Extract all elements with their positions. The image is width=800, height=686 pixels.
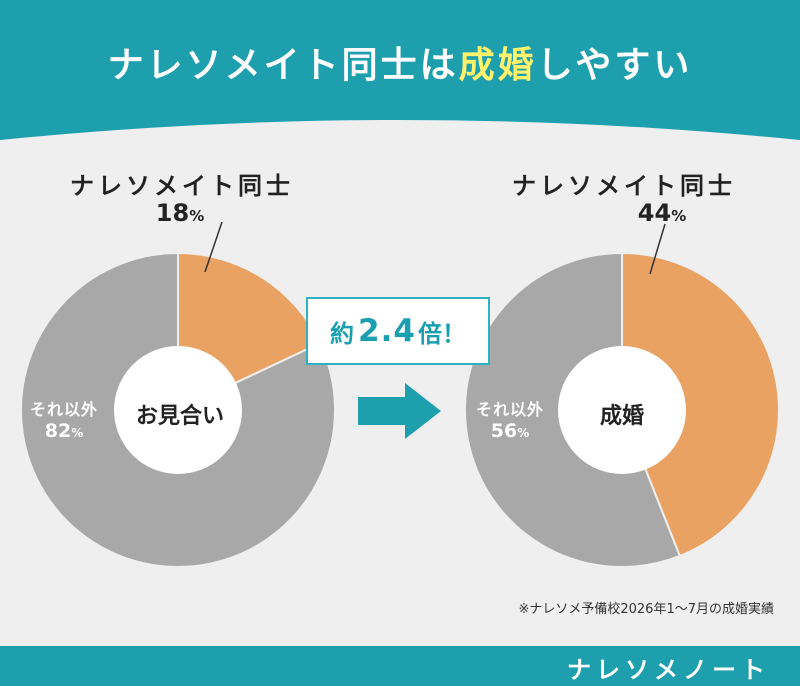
left-other-value: 82% (14, 420, 114, 442)
left-highlight-label: ナレソメイト同士 (70, 172, 294, 200)
left-other-label: それ以外 (29, 400, 98, 419)
page-title: ナレソメイト同士は成婚しやすい (0, 36, 800, 88)
left-highlight-number: 18 (155, 199, 190, 227)
ratio-prefix: 約 (330, 319, 355, 348)
ratio-callout: 約 2.4 倍！ (306, 297, 490, 365)
right-highlight-number: 44 (637, 199, 672, 227)
left-other-unit: % (71, 426, 84, 440)
right-other-label: それ以外 (475, 400, 544, 419)
leader-line-right (649, 223, 666, 275)
right-other-unit: % (517, 426, 530, 440)
pie1-center-hole (114, 346, 242, 474)
left-highlight-unit: % (189, 207, 205, 225)
title-part1: ナレソメイト同士は (107, 45, 459, 86)
title-part2: しやすい (536, 45, 693, 86)
footer-band (0, 646, 800, 686)
right-highlight-label: ナレソメイト同士 (512, 172, 736, 200)
right-other-value: 56% (460, 420, 560, 442)
leader-line-left (204, 221, 223, 273)
right-highlight-unit: % (671, 207, 687, 225)
ratio-value: 2.4 (358, 313, 416, 349)
right-other-number: 56 (490, 420, 518, 442)
pie2-center-hole (558, 346, 686, 474)
title-highlight: 成婚 (458, 45, 537, 86)
header-band (0, 0, 800, 140)
left-center-label: お見合い (135, 404, 224, 429)
left-highlight-value: 18% (130, 199, 230, 227)
right-highlight-value: 44% (612, 199, 712, 227)
footnote: ※ナレソメ予備校2026年1〜7月の成婚実績 (518, 602, 774, 617)
brand-logo: ナレソメノート (567, 656, 770, 684)
right-arrow-icon (358, 383, 441, 439)
pie2-slice-highlight (621, 251, 780, 558)
ratio-suffix: 倍！ (417, 319, 466, 348)
pie-charts (20, 251, 780, 568)
right-center-label: 成婚 (599, 404, 644, 429)
left-other-number: 82 (44, 420, 72, 442)
